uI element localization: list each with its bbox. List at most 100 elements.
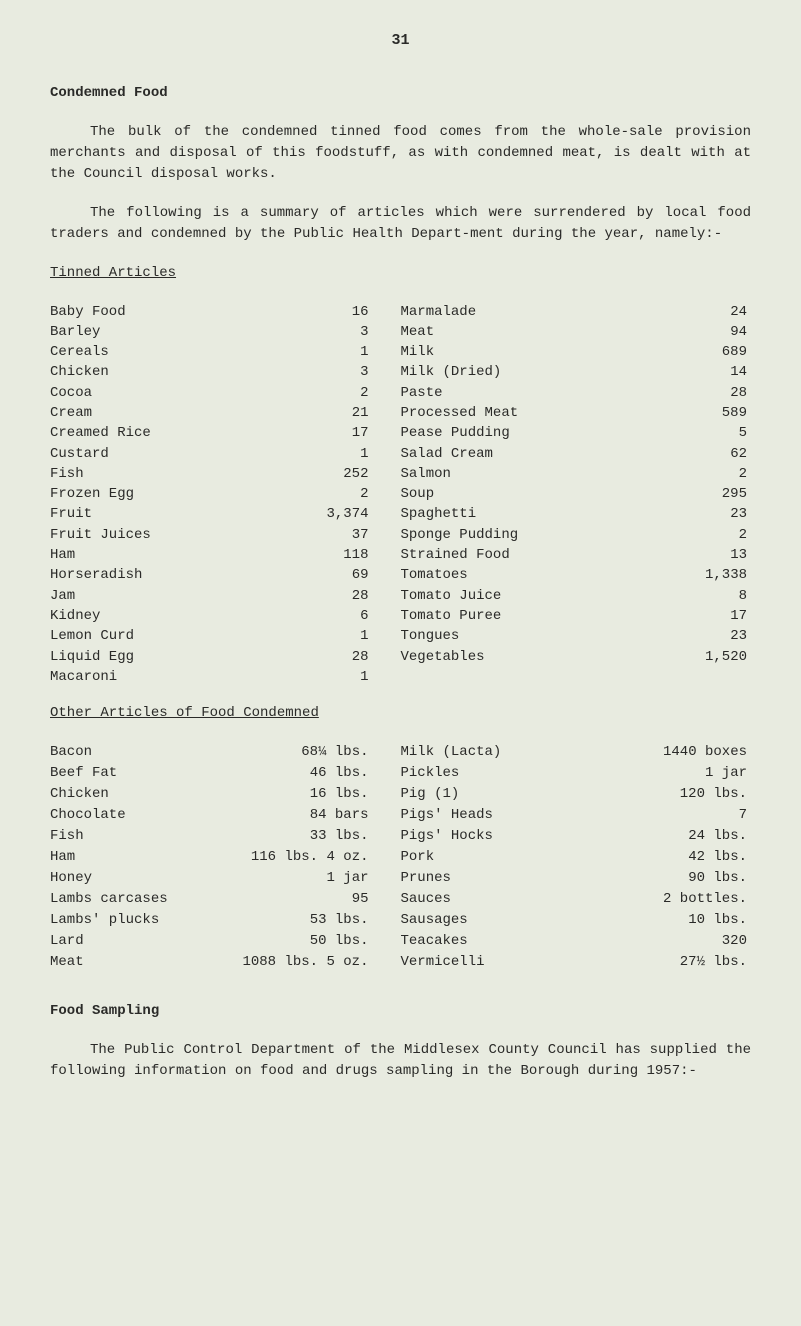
row-label: Processed Meat <box>401 403 722 423</box>
food-sampling-heading: Food Sampling <box>50 1001 751 1022</box>
other-right-column: Milk (Lacta)1440 boxesPickles1 jarPig (1… <box>401 742 752 973</box>
table-row: Soup295 <box>401 484 752 504</box>
row-value: 94 <box>730 322 751 342</box>
table-row: Tomato Puree17 <box>401 606 752 626</box>
paragraph-1: The bulk of the condemned tinned food co… <box>50 122 751 185</box>
row-value: 17 <box>730 606 751 626</box>
row-value: 1440 boxes <box>663 742 751 763</box>
row-value: 33 lbs. <box>310 826 401 847</box>
table-row: Tomatoes1,338 <box>401 565 752 585</box>
row-value: 23 <box>730 504 751 524</box>
table-row: Lard50 lbs. <box>50 931 401 952</box>
row-label: Pickles <box>401 763 705 784</box>
row-label: Ham <box>50 847 251 868</box>
table-row: Tomato Juice8 <box>401 586 752 606</box>
row-label: Vermicelli <box>401 952 680 973</box>
table-row: Pease Pudding5 <box>401 423 752 443</box>
row-value: 28 <box>352 647 401 667</box>
table-row: Creamed Rice17 <box>50 423 401 443</box>
row-value: 1,338 <box>705 565 751 585</box>
row-label: Jam <box>50 586 352 606</box>
row-label: Honey <box>50 868 326 889</box>
row-value: 28 <box>352 586 401 606</box>
row-label: Prunes <box>401 868 689 889</box>
row-label: Paste <box>401 383 731 403</box>
table-row: Lemon Curd1 <box>50 626 401 646</box>
table-row: Spaghetti23 <box>401 504 752 524</box>
row-label: Fish <box>50 826 310 847</box>
row-label: Tongues <box>401 626 731 646</box>
row-label: Soup <box>401 484 722 504</box>
row-label: Creamed Rice <box>50 423 352 443</box>
row-label: Pigs' Hocks <box>401 826 689 847</box>
table-row: Custard1 <box>50 444 401 464</box>
table-row: Beef Fat46 lbs. <box>50 763 401 784</box>
row-value: 24 lbs. <box>688 826 751 847</box>
row-label: Horseradish <box>50 565 352 585</box>
row-label: Ham <box>50 545 343 565</box>
row-value: 50 lbs. <box>310 931 401 952</box>
table-row: Lambs carcases95 <box>50 889 401 910</box>
row-value: 1 jar <box>705 763 751 784</box>
row-label: Cocoa <box>50 383 360 403</box>
table-row: Cream21 <box>50 403 401 423</box>
row-value: 3 <box>360 362 400 382</box>
row-value: 46 lbs. <box>310 763 401 784</box>
table-row: Pigs' Hocks24 lbs. <box>401 826 752 847</box>
row-value: 13 <box>730 545 751 565</box>
row-label: Cereals <box>50 342 360 362</box>
row-value: 42 lbs. <box>688 847 751 868</box>
table-row: Paste28 <box>401 383 752 403</box>
row-label: Teacakes <box>401 931 722 952</box>
table-row: Salad Cream62 <box>401 444 752 464</box>
row-label: Barley <box>50 322 360 342</box>
table-row: Chocolate84 bars <box>50 805 401 826</box>
other-articles-heading: Other Articles of Food Condemned <box>50 703 751 724</box>
table-row: Meat94 <box>401 322 752 342</box>
table-row: Sponge Pudding2 <box>401 525 752 545</box>
table-row: Chicken3 <box>50 362 401 382</box>
row-value: 17 <box>352 423 401 443</box>
row-value: 7 <box>739 805 751 826</box>
row-value: 28 <box>730 383 751 403</box>
row-value: 53 lbs. <box>310 910 401 931</box>
row-value: 21 <box>352 403 401 423</box>
table-row: Strained Food13 <box>401 545 752 565</box>
table-row: Sauces2 bottles. <box>401 889 752 910</box>
row-label: Fish <box>50 464 343 484</box>
row-label: Tomato Puree <box>401 606 731 626</box>
other-left-column: Bacon68¼ lbs.Beef Fat46 lbs.Chicken16 lb… <box>50 742 401 973</box>
row-label: Chicken <box>50 784 310 805</box>
table-row: Tongues23 <box>401 626 752 646</box>
row-label: Strained Food <box>401 545 731 565</box>
row-label: Sausages <box>401 910 689 931</box>
table-row: Baby Food16 <box>50 302 401 322</box>
row-value: 95 <box>352 889 401 910</box>
table-row: Cereals1 <box>50 342 401 362</box>
row-value: 37 <box>352 525 401 545</box>
table-row: Cocoa2 <box>50 383 401 403</box>
row-value: 10 lbs. <box>688 910 751 931</box>
table-row: Fruit Juices37 <box>50 525 401 545</box>
row-label: Macaroni <box>50 667 360 687</box>
condemned-food-heading: Condemned Food <box>50 83 751 104</box>
table-row: Horseradish69 <box>50 565 401 585</box>
row-label: Pigs' Heads <box>401 805 739 826</box>
row-value: 27½ lbs. <box>680 952 751 973</box>
row-value: 23 <box>730 626 751 646</box>
other-articles-table: Bacon68¼ lbs.Beef Fat46 lbs.Chicken16 lb… <box>50 742 751 973</box>
row-value: 24 <box>730 302 751 322</box>
row-label: Chocolate <box>50 805 310 826</box>
row-label: Lemon Curd <box>50 626 360 646</box>
row-value: 5 <box>739 423 751 443</box>
row-value: 8 <box>739 586 751 606</box>
row-label: Tomato Juice <box>401 586 739 606</box>
row-label: Bacon <box>50 742 301 763</box>
table-row: Liquid Egg28 <box>50 647 401 667</box>
row-value: 2 <box>360 484 400 504</box>
row-label: Kidney <box>50 606 360 626</box>
row-value: 689 <box>722 342 751 362</box>
row-value: 120 lbs. <box>680 784 751 805</box>
row-value: 252 <box>343 464 400 484</box>
row-value: 2 <box>739 525 751 545</box>
